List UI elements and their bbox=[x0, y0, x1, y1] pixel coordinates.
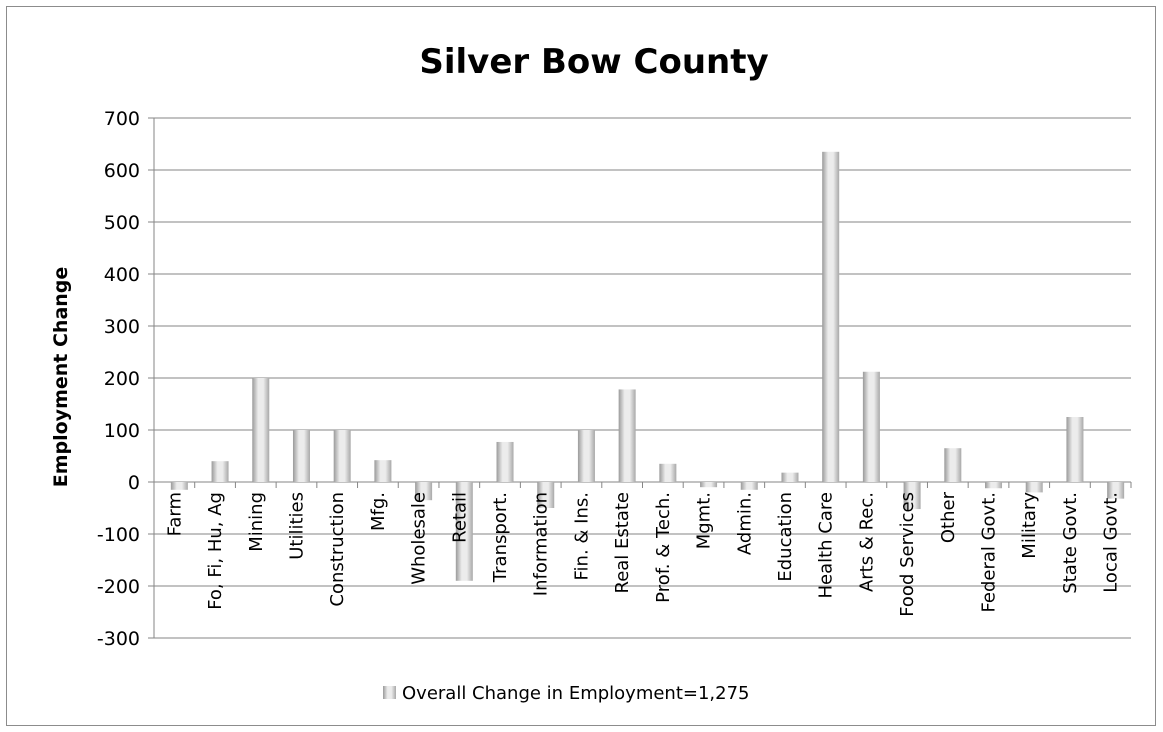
y-axis-label: Employment Change bbox=[50, 267, 72, 488]
bar bbox=[1107, 482, 1125, 499]
bar bbox=[944, 448, 962, 482]
x-tick-label: Information bbox=[531, 492, 552, 596]
bar bbox=[985, 482, 1003, 489]
y-axis-ticks: 700 600 500 400 300 200 100 0 -100 -200 -300 bbox=[97, 108, 140, 650]
x-tick-label: Military bbox=[1019, 492, 1040, 559]
x-tick-label: Admin. bbox=[734, 492, 755, 555]
legend: Overall Change in Employment=1,275 bbox=[383, 683, 750, 704]
bar bbox=[537, 482, 555, 508]
bar bbox=[659, 463, 677, 482]
x-axis-ticks: Farm Fo, Fi, Hu, Ag Mining Utilities Constru… bbox=[164, 491, 1121, 616]
bar bbox=[1066, 417, 1084, 482]
bar bbox=[862, 371, 880, 482]
bar bbox=[496, 441, 514, 482]
x-tick-label: Fin. & Ins. bbox=[571, 492, 592, 580]
bar bbox=[211, 461, 229, 482]
bar bbox=[903, 482, 921, 510]
gridlines bbox=[148, 117, 1132, 639]
y-tick-label: 600 bbox=[104, 160, 140, 182]
y-tick-label: 300 bbox=[104, 316, 140, 338]
x-tick-label: Retail bbox=[449, 492, 470, 543]
x-tick-label: State Govt. bbox=[1060, 492, 1081, 594]
x-tick-label: Arts & Rec. bbox=[856, 492, 877, 592]
y-tick-label: 700 bbox=[104, 108, 140, 130]
bar bbox=[618, 389, 636, 482]
x-tick-label: Other bbox=[938, 491, 959, 543]
x-tick-label: Health Care bbox=[816, 492, 837, 599]
bar bbox=[455, 482, 473, 581]
y-tick-label: 100 bbox=[104, 420, 140, 442]
y-tick-label: -300 bbox=[97, 628, 140, 650]
y-tick-label: -200 bbox=[97, 576, 140, 598]
bar bbox=[333, 430, 351, 482]
y-tick-label: 400 bbox=[104, 264, 140, 286]
bar bbox=[700, 482, 718, 488]
bar bbox=[415, 482, 433, 501]
y-tick-label: 0 bbox=[128, 472, 140, 494]
x-tick-label: Food Services bbox=[897, 492, 918, 617]
x-tick-label: Mfg. bbox=[368, 492, 389, 531]
bar bbox=[292, 430, 310, 482]
x-tick-label: Wholesale bbox=[409, 492, 430, 585]
x-tick-label: Farm bbox=[164, 492, 185, 536]
x-tick-label: Construction bbox=[327, 492, 348, 607]
x-tick-label: Real Estate bbox=[612, 492, 633, 594]
x-tick-label: Mgmt. bbox=[694, 492, 715, 549]
x-tick-label: Utilities bbox=[286, 492, 307, 560]
bar bbox=[374, 460, 392, 482]
x-tick-label: Fo, Fi, Hu, Ag bbox=[205, 492, 226, 610]
bar bbox=[577, 430, 595, 482]
x-tick-label: Prof. & Tech. bbox=[653, 492, 674, 603]
chart-frame bbox=[6, 6, 1156, 726]
x-tick-label: Education bbox=[775, 492, 796, 582]
chart-title: Silver Bow County bbox=[419, 42, 768, 82]
bars bbox=[170, 151, 1125, 581]
y-tick-label: -100 bbox=[97, 524, 140, 546]
legend-swatch bbox=[383, 686, 396, 699]
bar bbox=[781, 472, 799, 482]
x-tick-label: Local Govt. bbox=[1101, 492, 1122, 593]
x-tick-label: Transport. bbox=[490, 492, 511, 583]
y-tick-label: 500 bbox=[104, 212, 140, 234]
legend-label: Overall Change in Employment=1,275 bbox=[402, 683, 750, 704]
bar bbox=[1025, 482, 1043, 493]
bar bbox=[822, 151, 840, 483]
bar bbox=[740, 482, 758, 490]
y-tick-label: 200 bbox=[104, 368, 140, 390]
x-tick-label: Federal Govt. bbox=[979, 492, 1000, 613]
bar bbox=[170, 482, 188, 490]
bar bbox=[252, 378, 270, 482]
x-tick-label: Mining bbox=[246, 492, 267, 552]
